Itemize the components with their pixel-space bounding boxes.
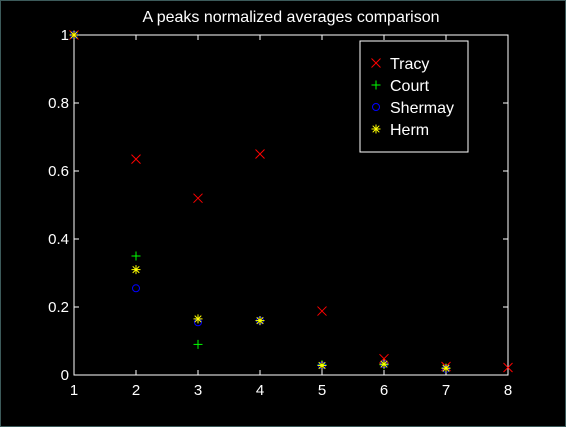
legend-marker — [371, 58, 381, 68]
legend-label: Shermay — [390, 100, 454, 117]
data-point — [255, 316, 265, 326]
data-point — [317, 306, 327, 316]
data-point — [193, 339, 203, 349]
legend-entry-court: Court — [371, 78, 430, 95]
legend-entries: Tracy Court Shermay Herm — [371, 56, 454, 139]
legend-label: Court — [390, 78, 430, 95]
legend-label: Herm — [390, 122, 429, 139]
legend-entry-herm: Herm — [371, 122, 429, 139]
axis-tick-labels: 1 2 3 4 5 6 7 8 0 0.2 0.4 0.6 0.8 1 — [48, 27, 512, 399]
data-point — [441, 363, 451, 373]
chart-title: A peaks normalized averages comparison — [142, 9, 439, 26]
y-tick-label: 0.4 — [48, 231, 69, 248]
data-marks — [69, 30, 513, 373]
legend-marker — [371, 124, 381, 134]
data-point — [131, 251, 141, 261]
legend-entry-tracy: Tracy — [371, 56, 429, 73]
data-point — [131, 265, 141, 275]
legend-marker — [372, 103, 380, 111]
x-tick-label: 5 — [318, 382, 326, 399]
y-tick-label: 0 — [61, 367, 69, 384]
data-point — [255, 149, 265, 159]
series-herm — [69, 30, 451, 373]
legend: Tracy Court Shermay Herm — [359, 40, 469, 153]
x-tick-label: 8 — [504, 382, 512, 399]
x-tick-label: 4 — [256, 382, 264, 399]
y-tick-label: 1 — [61, 27, 69, 44]
y-tick-label: 0.2 — [48, 299, 69, 316]
data-point — [503, 362, 513, 373]
x-tick-label: 7 — [442, 382, 450, 399]
legend-label: Tracy — [390, 56, 429, 73]
data-point — [193, 193, 203, 204]
data-point — [132, 284, 140, 293]
y-tick-label: 0.8 — [48, 95, 69, 112]
data-point — [69, 30, 79, 40]
data-point — [131, 154, 141, 164]
x-tick-label: 3 — [194, 382, 202, 399]
legend-box — [359, 40, 469, 153]
data-point — [317, 360, 327, 370]
legend-entry-shermay: Shermay — [372, 100, 454, 117]
x-tick-label: 1 — [70, 382, 78, 399]
x-tick-label: 6 — [380, 382, 388, 399]
legend-marker — [371, 80, 381, 90]
data-point — [193, 314, 203, 324]
data-point — [379, 359, 389, 369]
plot-area-frame — [73, 34, 509, 376]
x-tick-label: 2 — [132, 382, 140, 399]
y-tick-label: 0.6 — [48, 163, 69, 180]
